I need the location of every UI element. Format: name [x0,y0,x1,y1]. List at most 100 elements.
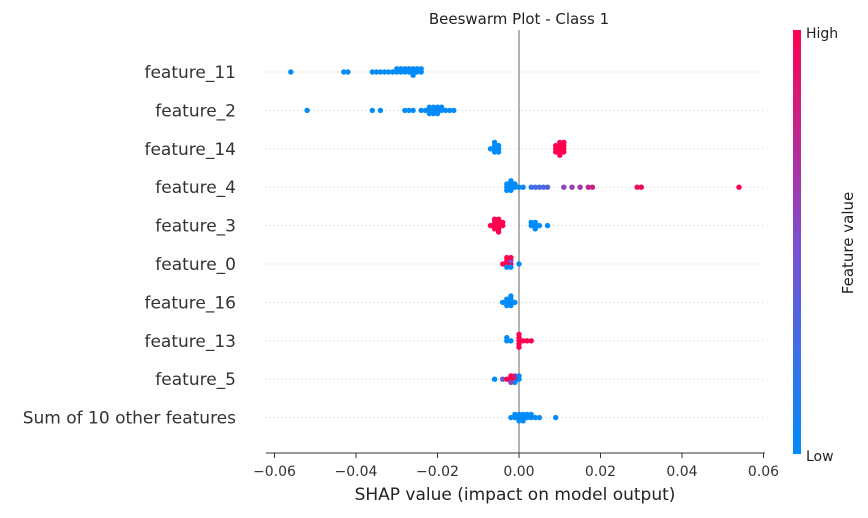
point-feature-3-9 [495,216,502,222]
feature-label-feature-11: feature_11 [144,63,236,83]
point-feature-5-8 [512,379,518,386]
points-layer [288,66,742,424]
point-feature-0-7 [504,254,510,261]
point-feature-2-1 [369,107,375,114]
point-sum-of-10-other-features-9 [516,411,522,418]
point-feature-2-19 [434,110,441,117]
x-ticks: −0.06 −0.04 −0.02 0.00 0.02 0.04 0.06 [253,453,779,480]
point-feature-2-15 [430,104,437,110]
point-feature-11-8 [390,69,396,75]
point-sum-of-10-other-features-8 [512,411,518,418]
point-sum-of-10-other-features-10 [520,411,526,418]
point-feature-11-16 [398,66,404,72]
x-tick-label: 0.04 [666,464,697,480]
feature-label-feature-0: feature_0 [155,255,236,275]
feature-label-feature-13: feature_13 [144,332,236,352]
point-feature-3-10 [491,216,498,222]
point-feature-2-20 [451,107,457,114]
colorbar-title: Feature value [839,192,857,294]
point-feature-2-4 [406,107,412,114]
point-feature-11-19 [414,66,420,72]
point-feature-14-19 [561,139,567,146]
point-feature-4-6 [512,181,518,187]
point-feature-14-13 [553,142,559,149]
point-feature-14-0 [487,146,494,152]
point-feature-0-5 [504,264,510,270]
point-feature-14-4 [495,142,502,149]
point-feature-16-6 [504,302,510,309]
point-feature-4-13 [536,184,543,190]
point-feature-2-17 [438,104,445,110]
feature-label-feature-4: feature_4 [155,178,236,198]
point-feature-14-6 [495,149,502,155]
point-feature-3-17 [532,226,538,232]
x-tick-label: 0.06 [748,464,779,480]
point-sum-of-10-other-features-15 [553,414,559,421]
point-feature-16-0 [500,299,506,306]
point-feature-4-9 [516,184,522,190]
point-feature-2-18 [430,110,437,117]
point-feature-4-20 [589,184,596,190]
colorbar-low-label: Low [806,449,834,465]
point-feature-14-15 [561,149,567,155]
point-feature-2-5 [410,107,416,114]
point-feature-11-1 [341,69,347,75]
point-feature-2-21 [426,110,433,117]
point-sum-of-10-other-features-7 [536,414,543,421]
point-feature-2-7 [422,107,428,114]
feature-label-feature-14: feature_14 [144,140,236,160]
point-sum-of-10-other-features-11 [524,411,530,418]
point-feature-4-10 [520,184,526,190]
point-feature-11-23 [410,72,416,78]
point-feature-4-16 [561,184,567,190]
rows-layer: feature_11 feature_2 feature_14 feature_4fe… [23,63,765,429]
point-feature-3-11 [495,229,502,235]
point-feature-3-6 [491,226,498,232]
point-feature-13-9 [516,331,522,338]
point-feature-5-10 [508,379,514,386]
point-feature-13-10 [516,344,522,350]
point-feature-11-18 [410,66,416,72]
point-feature-3-14 [528,219,534,226]
point-sum-of-10-other-features-13 [516,418,522,424]
point-feature-0-0 [500,261,506,267]
point-feature-16-5 [512,299,518,306]
point-feature-2-6 [418,107,424,114]
point-feature-4-23 [736,184,742,190]
point-feature-14-18 [553,149,559,155]
point-feature-13-6 [520,338,526,344]
point-feature-14-17 [557,152,563,158]
point-feature-0-6 [508,264,514,270]
point-feature-11-6 [381,69,388,75]
point-feature-5-5 [508,373,514,379]
point-feature-3-18 [544,222,551,229]
point-sum-of-10-other-features-0 [508,414,514,421]
point-feature-13-8 [528,338,534,344]
point-feature-13-7 [524,338,530,344]
point-feature-4-15 [544,184,551,190]
point-feature-11-3 [369,69,375,75]
point-feature-16-7 [508,302,514,309]
point-feature-4-8 [504,187,510,194]
point-feature-3-15 [532,219,538,226]
point-feature-4-19 [585,184,591,190]
point-sum-of-10-other-features-12 [528,411,534,418]
feature-label-feature-16: feature_16 [144,293,236,313]
point-feature-11-20 [402,66,408,72]
point-feature-4-5 [508,187,514,194]
feature-label-feature-3: feature_3 [155,217,236,237]
point-feature-4-11 [528,184,534,190]
point-feature-2-2 [377,107,384,114]
point-feature-5-9 [516,373,522,379]
point-feature-2-16 [434,104,441,110]
colorbar-high-label: High [806,26,838,42]
point-feature-0-9 [516,261,522,267]
point-feature-4-7 [508,178,514,184]
point-feature-2-3 [402,107,408,114]
point-feature-5-6 [512,373,518,379]
point-feature-2-13 [447,107,453,114]
point-sum-of-10-other-features-6 [532,414,538,421]
point-feature-11-5 [377,69,384,75]
